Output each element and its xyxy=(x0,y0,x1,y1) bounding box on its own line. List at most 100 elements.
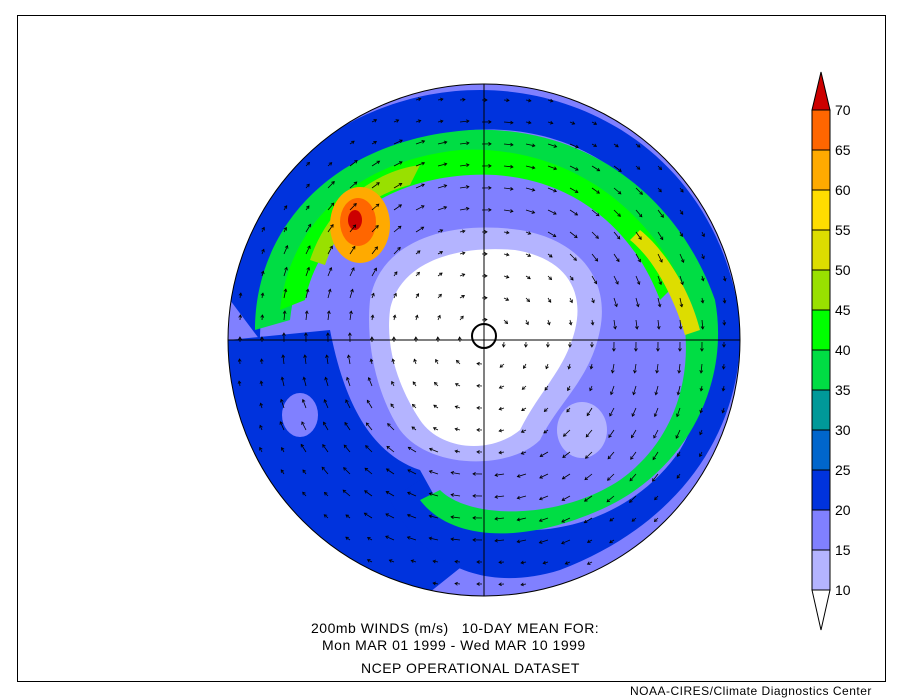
wind-arrow xyxy=(608,429,615,439)
wind-arrow xyxy=(657,297,662,308)
wind-arrow xyxy=(371,141,378,145)
wind-arrow xyxy=(303,354,307,365)
wind-arrow xyxy=(302,469,307,475)
wind-arrow xyxy=(302,491,307,497)
wind-arrow xyxy=(542,560,549,565)
wind-arrow xyxy=(547,165,558,171)
wind-arrow xyxy=(569,297,573,304)
wind-arrow xyxy=(411,403,417,409)
wind-arrow xyxy=(610,385,615,396)
wind-arrow xyxy=(722,319,727,326)
colorbar-band xyxy=(811,229,831,271)
wind-arrow xyxy=(503,120,514,125)
title-line-3: NCEP OPERATIONAL DATASET xyxy=(361,660,580,676)
wind-arrow xyxy=(583,517,593,524)
wind-arrow xyxy=(411,426,417,431)
wind-arrow xyxy=(633,363,637,374)
wind-arrow xyxy=(323,514,329,519)
wind-arrow xyxy=(371,246,378,255)
wind-arrow xyxy=(323,421,329,431)
wind-arrow xyxy=(635,297,640,308)
wind-arrow xyxy=(366,537,373,541)
colorbar-label: 10 xyxy=(835,582,851,598)
wind-arrow xyxy=(260,314,265,321)
wind-arrow xyxy=(305,266,311,277)
wind-arrow xyxy=(569,209,579,216)
wind-arrow xyxy=(346,354,351,365)
wind-arrow xyxy=(525,231,532,235)
wind-arrow xyxy=(677,363,682,374)
wind-arrow xyxy=(591,143,598,147)
wind-arrow xyxy=(562,451,571,458)
wind-arrow xyxy=(503,252,510,257)
wind-arrow xyxy=(305,288,310,299)
wind-arrow xyxy=(428,470,439,475)
wind-arrow xyxy=(366,399,373,409)
colorbar-band xyxy=(811,349,831,391)
wind-arrow xyxy=(437,184,448,189)
wind-arrow xyxy=(634,319,639,330)
wind-arrow xyxy=(415,205,425,211)
wind-arrow xyxy=(364,467,373,475)
wind-arrow xyxy=(459,229,466,234)
wind-arrow xyxy=(676,407,681,418)
wind-arrow xyxy=(679,275,684,286)
wind-arrow xyxy=(432,427,439,431)
wind-arrow xyxy=(547,253,553,258)
wind-arrow xyxy=(657,165,663,171)
wind-arrow xyxy=(525,187,536,192)
wind-arrow xyxy=(700,319,705,330)
wind-arrow xyxy=(568,341,572,348)
wind-arrow xyxy=(472,494,483,498)
wind-arrow xyxy=(238,314,243,321)
wind-arrow xyxy=(365,445,373,453)
wind-arrow xyxy=(699,407,704,414)
wind-arrow xyxy=(583,495,593,502)
wind-arrow xyxy=(589,385,593,392)
colorbar-band xyxy=(811,109,831,151)
wind-arrow xyxy=(391,380,395,387)
wind-arrow xyxy=(635,143,641,148)
wind-arrow xyxy=(305,183,310,189)
north-pole-marker xyxy=(471,323,497,349)
wind-arrow xyxy=(391,358,396,365)
wind-arrow xyxy=(699,363,704,374)
wind-arrow xyxy=(612,341,616,352)
wind-arrow xyxy=(238,292,243,299)
wind-arrow xyxy=(481,208,492,212)
wind-arrow xyxy=(675,429,681,439)
wind-arrow xyxy=(591,297,595,304)
colorbar-band xyxy=(811,269,831,311)
wind-arrow xyxy=(459,273,466,277)
wind-arrow xyxy=(525,275,531,280)
wind-arrow xyxy=(584,451,593,459)
wind-arrow xyxy=(547,209,557,215)
wind-arrow xyxy=(459,163,470,167)
wind-arrow xyxy=(326,310,331,321)
wind-arrow xyxy=(613,297,618,308)
wind-arrow xyxy=(586,407,593,417)
colorbar-label: 20 xyxy=(835,502,851,518)
wind-arrow xyxy=(327,223,334,233)
wind-vectors xyxy=(237,97,727,587)
wind-arrow xyxy=(494,516,505,521)
wind-arrow xyxy=(414,314,419,321)
colorbar-label: 70 xyxy=(835,102,851,118)
wind-arrow xyxy=(371,119,378,123)
shade-jet-yellow-west xyxy=(310,165,420,265)
wind-arrow xyxy=(613,143,619,148)
wind-arrow xyxy=(283,245,289,255)
wind-arrow xyxy=(546,341,550,348)
wind-arrow xyxy=(323,491,329,497)
wind-arrow xyxy=(635,231,642,240)
colorbar-band xyxy=(811,469,831,511)
wind-arrow xyxy=(498,428,505,433)
wind-arrow xyxy=(679,297,684,308)
wind-arrow xyxy=(561,539,571,545)
wind-arrow xyxy=(349,224,357,233)
wind-arrow xyxy=(370,314,375,321)
wind-arrow xyxy=(525,209,536,214)
wind-arrow xyxy=(349,245,356,255)
credit-text: NOAA-CIRES/Climate Diagnostics Center xyxy=(630,684,872,698)
wind-arrow xyxy=(481,142,492,146)
